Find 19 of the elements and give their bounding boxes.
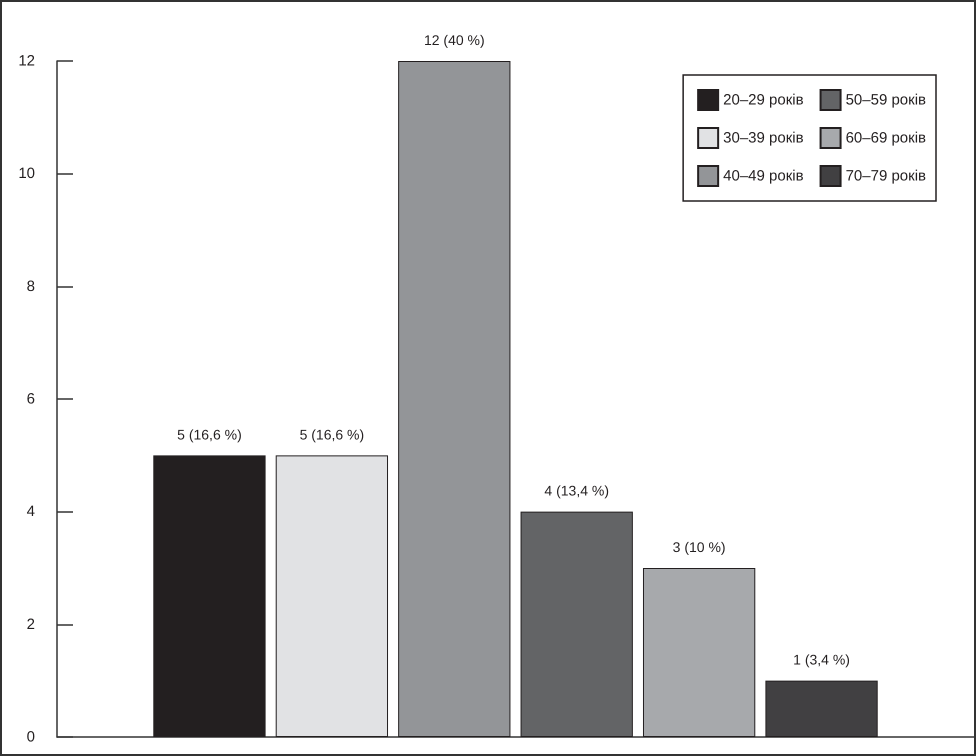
legend-label: 40–49 років bbox=[723, 168, 804, 184]
y-tick-label: 8 bbox=[26, 278, 35, 295]
y-tick-label: 2 bbox=[26, 616, 35, 633]
data-label: 5 (16,6 %) bbox=[300, 426, 364, 442]
y-tick-label: 6 bbox=[26, 390, 35, 408]
y-tick-label: 0 bbox=[26, 728, 35, 746]
data-label: 4 (13,4 %) bbox=[544, 482, 610, 499]
data-label: 1 (3,4 %) bbox=[793, 652, 850, 668]
legend-label: 30–39 років bbox=[723, 130, 804, 146]
data-label: 12 (40 %) bbox=[424, 32, 485, 48]
y-tick-label: 4 bbox=[26, 503, 35, 520]
y-tick-label: 10 bbox=[18, 165, 35, 182]
legend-label: 50–59 років bbox=[846, 92, 926, 108]
data-label: 3 (10 %) bbox=[672, 539, 726, 555]
legend-label: 70–79 років bbox=[846, 168, 926, 184]
legend-label: 60–69 років bbox=[846, 130, 926, 146]
y-tick-label: 12 bbox=[18, 52, 35, 70]
legend-label: 20–29 років bbox=[723, 92, 804, 108]
data-label: 5 (16,6 %) bbox=[177, 426, 242, 442]
